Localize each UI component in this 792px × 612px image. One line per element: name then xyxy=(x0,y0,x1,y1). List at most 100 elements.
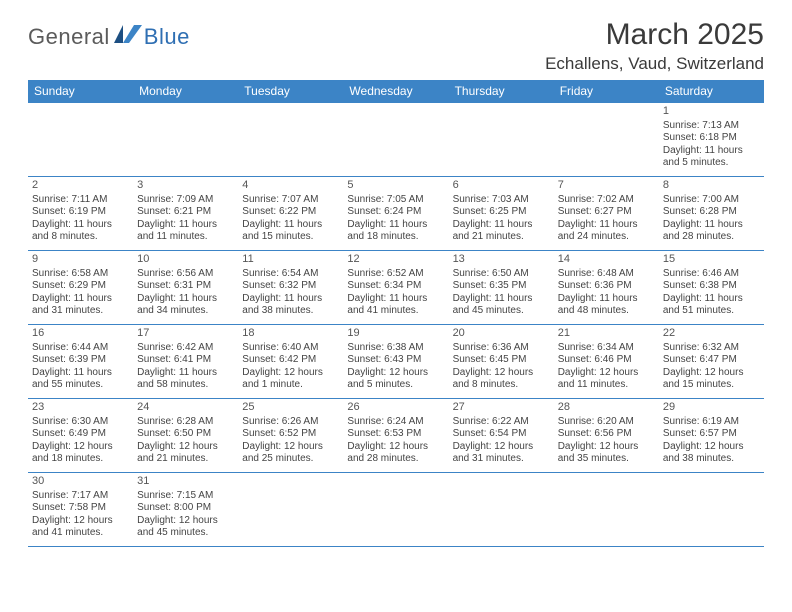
daylight-text: Daylight: 12 hours xyxy=(137,515,234,528)
sunrise-text: Sunrise: 6:36 AM xyxy=(453,342,550,355)
calendar-cell xyxy=(343,103,448,177)
sunset-text: Sunset: 6:22 PM xyxy=(242,206,339,219)
daylight-text: Daylight: 11 hours xyxy=(453,293,550,306)
day-number: 16 xyxy=(32,327,129,341)
sunset-text: Sunset: 6:21 PM xyxy=(137,206,234,219)
sunset-text: Sunset: 6:32 PM xyxy=(242,280,339,293)
daylight-text: and 41 minutes. xyxy=(32,527,129,540)
daylight-text: Daylight: 12 hours xyxy=(32,515,129,528)
day-number: 23 xyxy=(32,401,129,415)
daylight-text: and 41 minutes. xyxy=(347,305,444,318)
day-header: Saturday xyxy=(659,80,764,103)
day-number: 9 xyxy=(32,253,129,267)
sunrise-text: Sunrise: 6:52 AM xyxy=(347,268,444,281)
daylight-text: Daylight: 12 hours xyxy=(347,441,444,454)
daylight-text: and 24 minutes. xyxy=(558,231,655,244)
sunset-text: Sunset: 6:50 PM xyxy=(137,428,234,441)
daylight-text: and 1 minute. xyxy=(242,379,339,392)
daylight-text: Daylight: 11 hours xyxy=(137,219,234,232)
day-number: 1 xyxy=(663,105,760,119)
sunrise-text: Sunrise: 6:42 AM xyxy=(137,342,234,355)
day-number: 8 xyxy=(663,179,760,193)
sunset-text: Sunset: 6:46 PM xyxy=(558,354,655,367)
calendar-cell: 24Sunrise: 6:28 AMSunset: 6:50 PMDayligh… xyxy=(133,399,238,473)
day-number: 7 xyxy=(558,179,655,193)
sunset-text: Sunset: 6:41 PM xyxy=(137,354,234,367)
day-number: 30 xyxy=(32,475,129,489)
calendar-cell: 10Sunrise: 6:56 AMSunset: 6:31 PMDayligh… xyxy=(133,251,238,325)
daylight-text: Daylight: 11 hours xyxy=(558,219,655,232)
sunrise-text: Sunrise: 6:26 AM xyxy=(242,416,339,429)
sunset-text: Sunset: 6:35 PM xyxy=(453,280,550,293)
daylight-text: and 11 minutes. xyxy=(558,379,655,392)
logo-text-blue: Blue xyxy=(144,24,190,50)
sunrise-text: Sunrise: 6:38 AM xyxy=(347,342,444,355)
calendar-cell: 29Sunrise: 6:19 AMSunset: 6:57 PMDayligh… xyxy=(659,399,764,473)
sunrise-text: Sunrise: 6:54 AM xyxy=(242,268,339,281)
sunrise-text: Sunrise: 7:17 AM xyxy=(32,490,129,503)
day-number: 25 xyxy=(242,401,339,415)
calendar-page: General Blue March 2025 Echallens, Vaud,… xyxy=(0,0,792,557)
day-number: 4 xyxy=(242,179,339,193)
daylight-text: Daylight: 11 hours xyxy=(453,219,550,232)
daylight-text: and 21 minutes. xyxy=(453,231,550,244)
sunrise-text: Sunrise: 6:20 AM xyxy=(558,416,655,429)
daylight-text: and 51 minutes. xyxy=(663,305,760,318)
sunrise-text: Sunrise: 6:46 AM xyxy=(663,268,760,281)
calendar-row: 9Sunrise: 6:58 AMSunset: 6:29 PMDaylight… xyxy=(28,251,764,325)
sunrise-text: Sunrise: 6:58 AM xyxy=(32,268,129,281)
calendar-cell: 4Sunrise: 7:07 AMSunset: 6:22 PMDaylight… xyxy=(238,177,343,251)
calendar-cell: 17Sunrise: 6:42 AMSunset: 6:41 PMDayligh… xyxy=(133,325,238,399)
day-number: 24 xyxy=(137,401,234,415)
sunset-text: Sunset: 6:34 PM xyxy=(347,280,444,293)
calendar-row: 16Sunrise: 6:44 AMSunset: 6:39 PMDayligh… xyxy=(28,325,764,399)
sunrise-text: Sunrise: 7:07 AM xyxy=(242,194,339,207)
sunset-text: Sunset: 6:57 PM xyxy=(663,428,760,441)
sunset-text: Sunset: 6:38 PM xyxy=(663,280,760,293)
day-number: 5 xyxy=(347,179,444,193)
day-number: 21 xyxy=(558,327,655,341)
sunset-text: Sunset: 6:43 PM xyxy=(347,354,444,367)
sunrise-text: Sunrise: 7:00 AM xyxy=(663,194,760,207)
sunrise-text: Sunrise: 6:34 AM xyxy=(558,342,655,355)
sunrise-text: Sunrise: 7:11 AM xyxy=(32,194,129,207)
calendar-cell: 25Sunrise: 6:26 AMSunset: 6:52 PMDayligh… xyxy=(238,399,343,473)
daylight-text: Daylight: 12 hours xyxy=(453,441,550,454)
sunset-text: Sunset: 6:52 PM xyxy=(242,428,339,441)
calendar-cell: 9Sunrise: 6:58 AMSunset: 6:29 PMDaylight… xyxy=(28,251,133,325)
sunrise-text: Sunrise: 6:24 AM xyxy=(347,416,444,429)
calendar-cell xyxy=(28,103,133,177)
sunrise-text: Sunrise: 6:56 AM xyxy=(137,268,234,281)
sunset-text: Sunset: 6:18 PM xyxy=(663,132,760,145)
title-block: March 2025 Echallens, Vaud, Switzerland xyxy=(545,18,764,74)
daylight-text: and 45 minutes. xyxy=(453,305,550,318)
daylight-text: Daylight: 12 hours xyxy=(453,367,550,380)
day-number: 15 xyxy=(663,253,760,267)
daylight-text: Daylight: 11 hours xyxy=(663,293,760,306)
sunset-text: Sunset: 6:47 PM xyxy=(663,354,760,367)
sunrise-text: Sunrise: 7:13 AM xyxy=(663,120,760,133)
calendar-cell: 14Sunrise: 6:48 AMSunset: 6:36 PMDayligh… xyxy=(554,251,659,325)
sunrise-text: Sunrise: 7:09 AM xyxy=(137,194,234,207)
day-number: 27 xyxy=(453,401,550,415)
sunrise-text: Sunrise: 7:05 AM xyxy=(347,194,444,207)
sunrise-text: Sunrise: 6:48 AM xyxy=(558,268,655,281)
day-number: 22 xyxy=(663,327,760,341)
sunrise-text: Sunrise: 6:44 AM xyxy=(32,342,129,355)
daylight-text: and 18 minutes. xyxy=(32,453,129,466)
daylight-text: and 38 minutes. xyxy=(663,453,760,466)
daylight-text: and 34 minutes. xyxy=(137,305,234,318)
calendar-cell xyxy=(554,103,659,177)
daylight-text: and 55 minutes. xyxy=(32,379,129,392)
daylight-text: Daylight: 11 hours xyxy=(558,293,655,306)
sunset-text: Sunset: 6:25 PM xyxy=(453,206,550,219)
location-subtitle: Echallens, Vaud, Switzerland xyxy=(545,54,764,74)
calendar-cell xyxy=(238,473,343,547)
sunset-text: Sunset: 6:45 PM xyxy=(453,354,550,367)
daylight-text: Daylight: 11 hours xyxy=(32,293,129,306)
sunrise-text: Sunrise: 7:15 AM xyxy=(137,490,234,503)
sunrise-text: Sunrise: 6:30 AM xyxy=(32,416,129,429)
calendar-cell: 2Sunrise: 7:11 AMSunset: 6:19 PMDaylight… xyxy=(28,177,133,251)
daylight-text: and 58 minutes. xyxy=(137,379,234,392)
daylight-text: Daylight: 12 hours xyxy=(558,367,655,380)
